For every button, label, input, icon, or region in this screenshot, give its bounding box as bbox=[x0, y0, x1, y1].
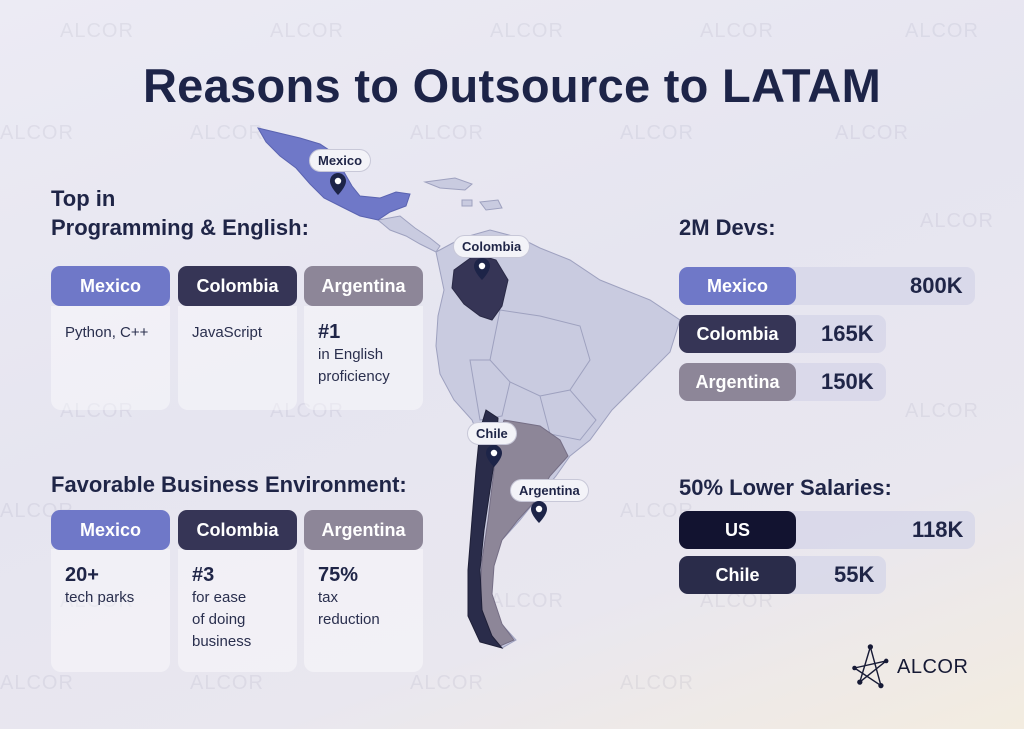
watermark: ALCOR bbox=[60, 590, 134, 612]
card-big-value: #1 bbox=[318, 321, 341, 343]
business-card-mexico: 20+ tech parks bbox=[51, 549, 170, 672]
location-pin-icon bbox=[330, 173, 346, 195]
watermark: ALCOR bbox=[905, 20, 979, 42]
card-big-value: #3 bbox=[192, 564, 215, 586]
map-label-chile: Chile bbox=[467, 422, 517, 445]
programming-card-colombia: JavaScript bbox=[178, 306, 297, 410]
alcor-logo-text: ALCOR bbox=[897, 656, 969, 678]
country-tag-argentina: Argentina bbox=[304, 510, 423, 550]
country-tag-mexico: Mexico bbox=[51, 510, 170, 550]
card-text-line: in English bbox=[318, 346, 384, 363]
bar-value: 150K bbox=[821, 369, 874, 394]
country-tag-mexico: Mexico bbox=[51, 266, 170, 306]
watermark: ALCOR bbox=[905, 400, 979, 422]
card-text-line: proficiency bbox=[318, 368, 390, 385]
chile-shape bbox=[467, 409, 504, 649]
bar-label-chile: Chile bbox=[679, 556, 796, 594]
location-pin-icon bbox=[474, 258, 490, 280]
watermark: ALCOR bbox=[835, 122, 909, 144]
watermark: ALCOR bbox=[490, 20, 564, 42]
bar-value: 800K bbox=[910, 273, 963, 298]
card-big-value: 20+ bbox=[65, 564, 99, 586]
bar-value: 118K bbox=[912, 517, 964, 542]
programming-heading-line2: Programming & English: bbox=[51, 215, 309, 240]
card-text-line: tax bbox=[318, 589, 339, 606]
watermark: ALCOR bbox=[700, 20, 774, 42]
bar-value: 165K bbox=[821, 321, 874, 346]
latam-map bbox=[256, 127, 681, 649]
cuba-shape bbox=[423, 177, 473, 191]
country-tag-colombia: Colombia bbox=[178, 266, 297, 306]
watermark: ALCOR bbox=[620, 500, 694, 522]
bar-label-mexico: Mexico bbox=[679, 267, 796, 305]
bar-label-argentina: Argentina bbox=[679, 363, 796, 401]
watermark: ALCOR bbox=[0, 122, 74, 144]
watermark: ALCOR bbox=[410, 122, 484, 144]
card-text-line: business bbox=[192, 633, 252, 650]
programming-card-argentina: #1 in English proficiency bbox=[304, 306, 423, 410]
watermark: ALCOR bbox=[270, 20, 344, 42]
watermark: ALCOR bbox=[620, 672, 694, 694]
watermark: ALCOR bbox=[60, 20, 134, 42]
card-text-line: tech parks bbox=[65, 589, 135, 606]
watermark: ALCOR bbox=[490, 590, 564, 612]
map-label-mexico: Mexico bbox=[309, 149, 372, 172]
watermark: ALCOR bbox=[620, 122, 694, 144]
watermark: ALCOR bbox=[920, 210, 994, 232]
card-text: JavaScript bbox=[192, 324, 263, 341]
card-text-line: reduction bbox=[318, 611, 380, 628]
watermark: ALCOR bbox=[0, 672, 74, 694]
bar-label-colombia: Colombia bbox=[679, 315, 796, 353]
watermark: ALCOR bbox=[60, 400, 134, 422]
watermark: ALCOR bbox=[410, 672, 484, 694]
watermark: ALCOR bbox=[190, 122, 264, 144]
devs-heading: 2M Devs: bbox=[679, 215, 776, 240]
programming-card-mexico: Python, C++ bbox=[51, 306, 170, 410]
business-card-colombia: #3 for ease of doing business bbox=[178, 549, 297, 672]
alcor-star-logo-icon bbox=[852, 644, 889, 689]
country-tag-argentina: Argentina bbox=[304, 266, 423, 306]
bar-label-us: US bbox=[679, 511, 796, 549]
location-pin-icon bbox=[486, 445, 502, 467]
map-label-colombia: Colombia bbox=[453, 235, 531, 258]
card-text-line: of doing bbox=[192, 611, 246, 628]
page-title: Reasons to Outsource to LATAM bbox=[142, 59, 882, 112]
hispaniola-shape bbox=[479, 199, 503, 211]
programming-heading: Top in Programming & English: bbox=[51, 184, 309, 242]
watermark: ALCOR bbox=[190, 672, 264, 694]
country-tag-colombia: Colombia bbox=[178, 510, 297, 550]
watermark: ALCOR bbox=[700, 590, 774, 612]
card-text: Python, C++ bbox=[65, 324, 149, 341]
map-label-argentina: Argentina bbox=[510, 479, 589, 502]
salaries-heading: 50% Lower Salaries: bbox=[679, 475, 892, 500]
central-america-shape bbox=[376, 215, 441, 253]
card-big-value: 75% bbox=[318, 564, 359, 586]
jamaica-shape bbox=[461, 199, 473, 207]
watermark: ALCOR bbox=[270, 400, 344, 422]
programming-heading-line1: Top in bbox=[51, 186, 116, 211]
argentina-shape bbox=[479, 419, 569, 647]
country-borders bbox=[469, 309, 597, 441]
bar-value: 55K bbox=[834, 562, 875, 587]
business-card-argentina: 75% tax reduction bbox=[304, 549, 423, 672]
business-heading: Favorable Business Environment: bbox=[51, 472, 407, 497]
card-text-line: for ease bbox=[192, 589, 247, 606]
location-pin-icon bbox=[531, 501, 547, 523]
